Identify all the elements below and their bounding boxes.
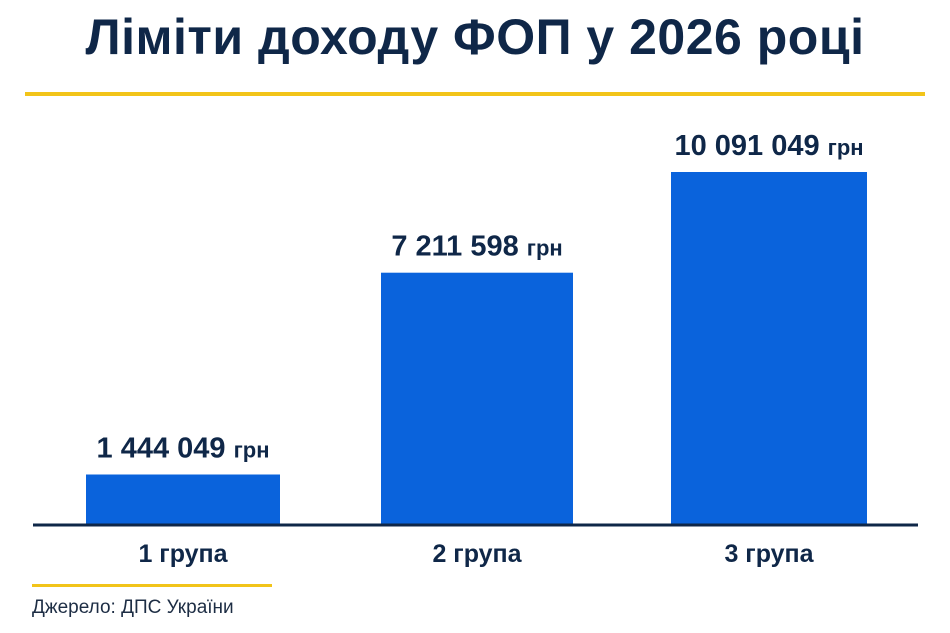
value-number: 1 444 049: [97, 433, 234, 465]
bar-2: [381, 272, 573, 525]
value-number: 7 211 598: [391, 231, 526, 263]
value-number: 10 091 049: [674, 130, 827, 162]
bar-1: [86, 474, 280, 525]
category-label-3: 3 група: [724, 540, 814, 568]
category-labels-group: 1 група 2 група 3 група: [138, 540, 814, 568]
value-unit: грн: [527, 236, 563, 261]
bar-3: [671, 172, 867, 525]
value-label-2: 7 211 598 грн: [391, 231, 562, 263]
value-label-1: 1 444 049 грн: [97, 433, 270, 465]
category-label-2: 2 група: [432, 540, 522, 568]
value-unit: грн: [234, 438, 270, 463]
source-underline: [32, 584, 272, 587]
page-title: Ліміти доходу ФОП у 2026 році: [85, 9, 865, 65]
category-label-1: 1 група: [138, 540, 228, 568]
bars-group: [86, 172, 867, 525]
source-note: Джерело: ДПС України: [32, 597, 234, 618]
title-underline: [25, 92, 925, 96]
value-label-3: 10 091 049 грн: [674, 130, 863, 162]
value-unit: грн: [828, 135, 864, 160]
